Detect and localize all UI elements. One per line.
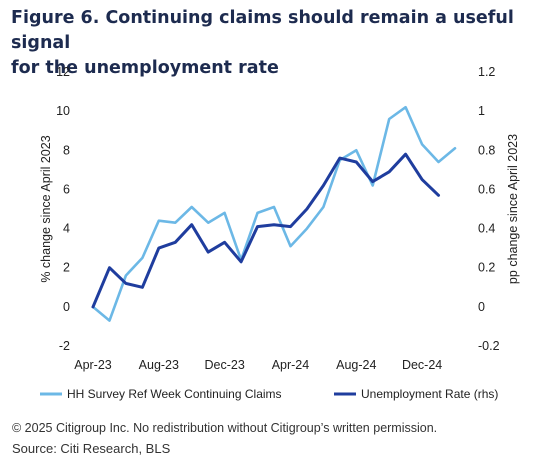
x-tick-label: Dec-23	[204, 358, 244, 372]
x-tick-label: Dec-24	[402, 358, 442, 372]
left-tick-label: 0	[63, 300, 70, 314]
legend: HH Survey Ref Week Continuing Claims Une…	[40, 387, 498, 401]
right-tick-label: 0	[478, 300, 485, 314]
legend-label-claims: HH Survey Ref Week Continuing Claims	[67, 387, 282, 401]
left-tick-label: 4	[63, 222, 70, 236]
right-tick-label: 1	[478, 104, 485, 118]
left-tick-label: 12	[56, 65, 70, 79]
series-line-unemployment	[91, 152, 440, 309]
right-tick-label: -0.2	[478, 339, 500, 353]
legend-label-unemployment: Unemployment Rate (rhs)	[361, 387, 498, 401]
x-tick-label: Apr-24	[272, 358, 310, 372]
left-tick-label: 6	[63, 182, 70, 196]
x-tick-label: Apr-23	[74, 358, 112, 372]
chart-title: Figure 6. Continuing claims should remai…	[11, 6, 541, 81]
x-tick-label: Aug-23	[139, 358, 179, 372]
copyright-note: © 2025 Citigroup Inc. No redistribution …	[12, 421, 438, 435]
right-tick-label: 0.2	[478, 261, 495, 275]
series-layer	[91, 105, 457, 322]
x-axis-ticks: Apr-23 Aug-23 Dec-23 Apr-24 Aug-24 Dec-24	[74, 358, 442, 372]
left-tick-label: 10	[56, 104, 70, 118]
left-tick-label: -2	[59, 339, 70, 353]
right-tick-label: 0.6	[478, 182, 495, 196]
right-tick-label: 1.2	[478, 65, 495, 79]
right-tick-label: 0.8	[478, 143, 495, 157]
left-tick-label: 8	[63, 143, 70, 157]
left-tick-label: 2	[63, 261, 70, 275]
right-axis-ticks: -0.2 0 0.2 0.4 0.6 0.8 1 1.2	[478, 65, 500, 353]
left-axis-title: % change since April 2023	[39, 135, 53, 282]
series-line-claims	[91, 105, 457, 322]
title-line-2: for the unemployment rate	[11, 58, 279, 78]
right-tick-label: 0.4	[478, 222, 495, 236]
x-tick-label: Aug-24	[336, 358, 376, 372]
right-axis-title: pp change since April 2023	[506, 134, 520, 284]
left-axis-ticks: -2 0 2 4 6 8 10 12	[56, 65, 70, 353]
line-chart: -2 0 2 4 6 8 10 12 -0.2 0 0.2 0.4 0.6 0.8 1 1.2 Apr-23…	[39, 65, 520, 401]
source-note: Source: Citi Research, BLS	[12, 441, 171, 456]
title-line-1: Figure 6. Continuing claims should remai…	[11, 8, 514, 53]
